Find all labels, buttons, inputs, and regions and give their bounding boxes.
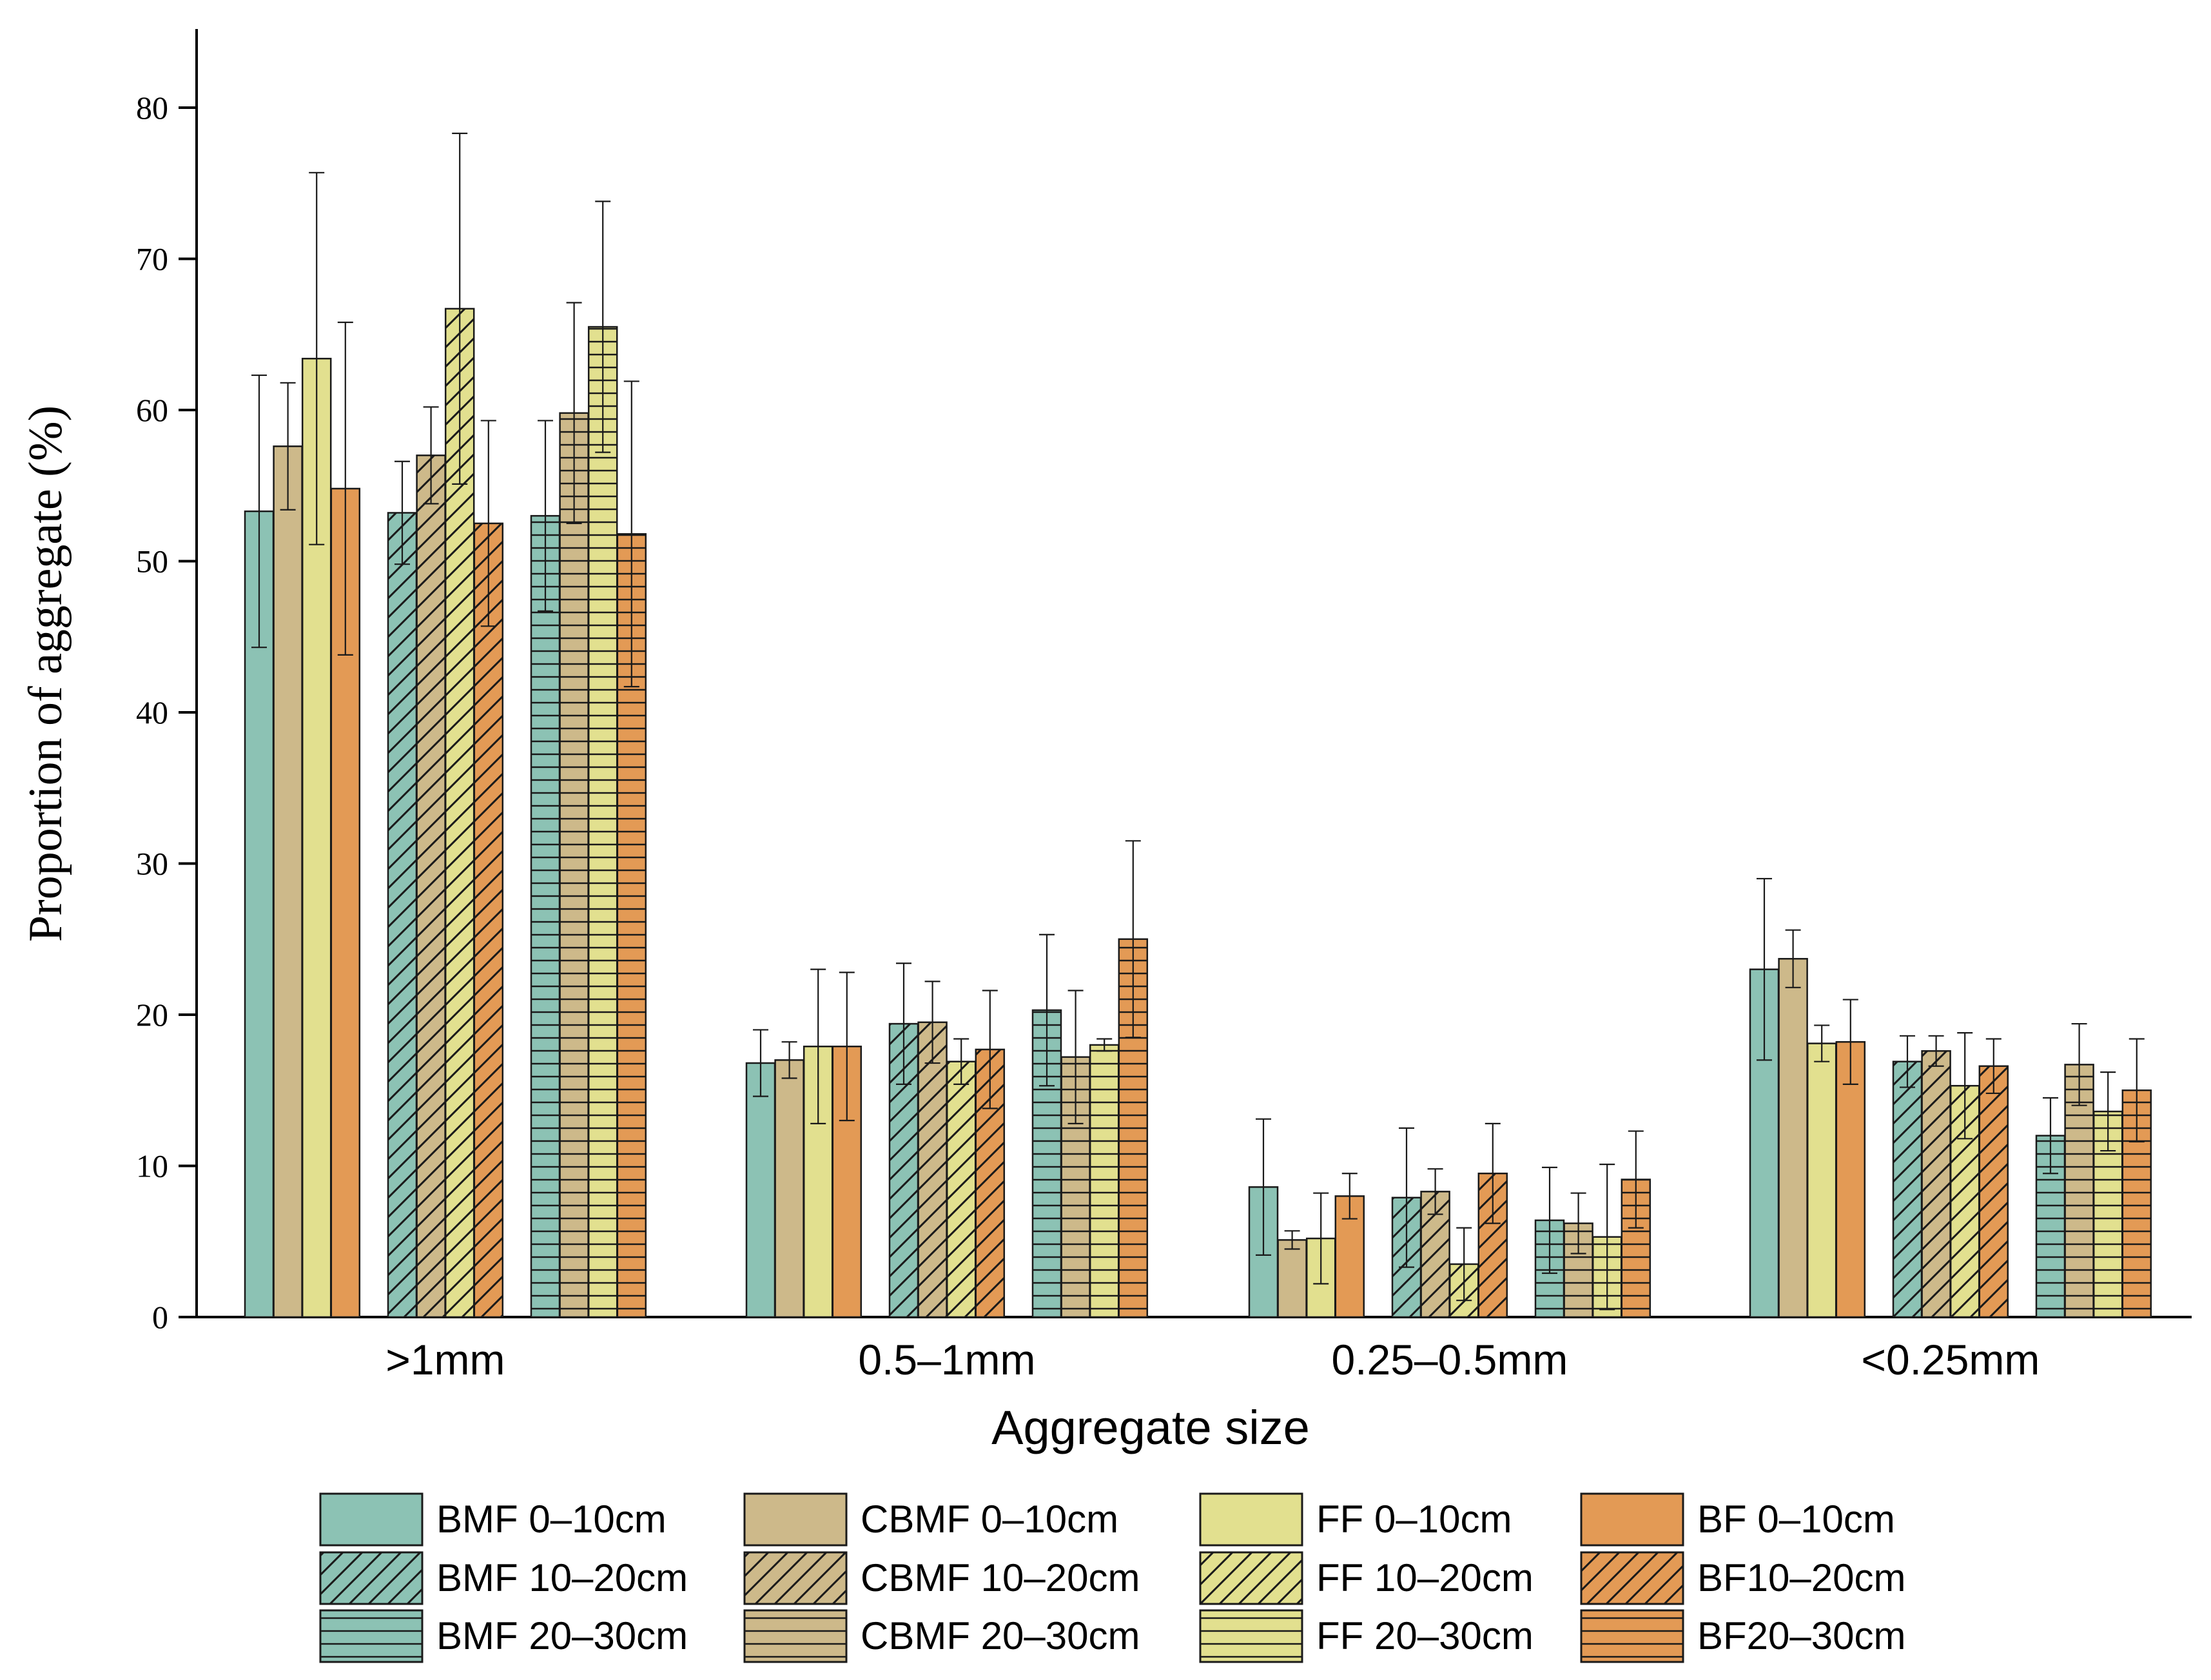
error-bars [251, 132, 2145, 1311]
x-category-label-0-25mm: <0.25mm [1861, 1336, 2040, 1383]
legend-label: CBMF 0–10cm [861, 1498, 1118, 1541]
bar-ff-20-30cm-0-5-1mm [1089, 1044, 1120, 1318]
bar-ff-10-20cm-0-5-1mm [946, 1060, 977, 1318]
legend-item-bf10-20cm: BF10–20cm [1580, 1551, 1906, 1605]
legend-item-bmf-0-10cm: BMF 0–10cm [319, 1492, 667, 1547]
legend-label: BF20–30cm [1697, 1614, 1906, 1657]
legend-item-bmf-20-30cm: BMF 20–30cm [319, 1609, 688, 1663]
bar-cbmf-0-10cm-1mm [273, 445, 303, 1318]
bar-bf10-20cm-0-25mm [1978, 1065, 2009, 1318]
y-tick-label: 40 [136, 694, 168, 730]
bar-bmf-0-10cm-0-5-1mm [745, 1062, 776, 1318]
legend-item-ff-10-20cm: FF 10–20cm [1199, 1551, 1534, 1605]
y-tick-label: 70 [136, 241, 168, 277]
legend-swatch [319, 1609, 424, 1663]
bar-bf10-20cm-1mm [473, 522, 504, 1318]
x-axis-title: Aggregate size [991, 1401, 1310, 1454]
legend-label: BMF 10–20cm [436, 1556, 688, 1599]
legend-swatch [743, 1609, 848, 1663]
legend-swatch [319, 1551, 424, 1605]
y-tick-label: 10 [136, 1148, 168, 1184]
bar-bmf-10-20cm-1mm [387, 512, 418, 1318]
y-tick-label: 30 [136, 846, 168, 882]
bar-bf-0-10cm-0-25mm [1835, 1040, 1866, 1318]
bar-cbmf-10-20cm-0-5-1mm [917, 1021, 948, 1318]
bar-cbmf-0-10cm-0-5-1mm [774, 1059, 804, 1318]
legend-item-bmf-10-20cm: BMF 10–20cm [319, 1551, 688, 1605]
legend-label: FF 0–10cm [1316, 1498, 1512, 1541]
bar-ff-20-30cm-1mm [587, 326, 618, 1318]
legend-label: CBMF 20–30cm [861, 1614, 1140, 1657]
y-tick-label: 0 [152, 1299, 168, 1335]
y-tick-label: 60 [136, 392, 168, 428]
legend-label: FF 10–20cm [1316, 1556, 1534, 1599]
legend-label: BF 0–10cm [1697, 1498, 1895, 1541]
legend-item-bf-0-10cm: BF 0–10cm [1580, 1492, 1895, 1547]
legend-item-cbmf-10-20cm: CBMF 10–20cm [743, 1551, 1140, 1605]
bar-cbmf-10-20cm-0-25mm [1921, 1050, 1951, 1318]
bar-bmf-10-20cm-0-25mm [1892, 1060, 1923, 1318]
legend-item-ff-0-10cm: FF 0–10cm [1199, 1492, 1512, 1547]
legend-swatch [1199, 1492, 1303, 1547]
y-axis: 0 10 20 30 40 50 60 70 80 [136, 29, 198, 1335]
bar-cbmf-20-30cm-1mm [559, 412, 589, 1318]
y-axis-title: Proportion of aggregate (%) [19, 405, 72, 942]
legend-swatch [1580, 1492, 1684, 1547]
legend-swatch [1580, 1609, 1684, 1663]
legend-item-cbmf-20-30cm: CBMF 20–30cm [743, 1609, 1140, 1663]
legend: BMF 0–10cm CBMF 0–10cm FF 0–10cm BF 0–10cm B… [319, 1492, 1906, 1663]
legend-swatch [1199, 1551, 1303, 1605]
y-tick-label: 80 [136, 90, 168, 126]
bars [244, 308, 2152, 1318]
x-category-label-1mm: >1mm [385, 1336, 505, 1383]
bar-bmf-20-30cm-1mm [530, 514, 561, 1318]
legend-item-bf20-30cm: BF20–30cm [1580, 1609, 1906, 1663]
legend-swatch [1580, 1551, 1684, 1605]
legend-swatch [319, 1492, 424, 1547]
legend-item-cbmf-0-10cm: CBMF 0–10cm [743, 1492, 1118, 1547]
legend-label: BMF 0–10cm [436, 1498, 667, 1541]
y-tick-label: 50 [136, 543, 168, 580]
legend-swatch [1199, 1609, 1303, 1663]
x-category-label-0-25-0-5mm: 0.25–0.5mm [1331, 1336, 1568, 1383]
legend-label: BMF 20–30cm [436, 1614, 688, 1657]
category-labels: >1mm 0.5–1mm 0.25–0.5mm <0.25mm [385, 1336, 2040, 1383]
legend-item-ff-20-30cm: FF 20–30cm [1199, 1609, 1534, 1663]
legend-label: FF 20–30cm [1316, 1614, 1534, 1657]
bar-cbmf-0-10cm-0-25-0-5mm [1277, 1239, 1307, 1318]
bar-cbmf-0-10cm-0-25mm [1778, 957, 1808, 1318]
legend-label: CBMF 10–20cm [861, 1556, 1140, 1599]
bar-ff-0-10cm-0-25mm [1806, 1042, 1837, 1318]
x-category-label-0-5-1mm: 0.5–1mm [858, 1336, 1035, 1383]
legend-swatch [743, 1551, 848, 1605]
bar-cbmf-10-20cm-1mm [416, 454, 446, 1318]
y-tick-label: 20 [136, 997, 168, 1033]
legend-swatch [743, 1492, 848, 1547]
legend-label: BF10–20cm [1697, 1556, 1906, 1599]
